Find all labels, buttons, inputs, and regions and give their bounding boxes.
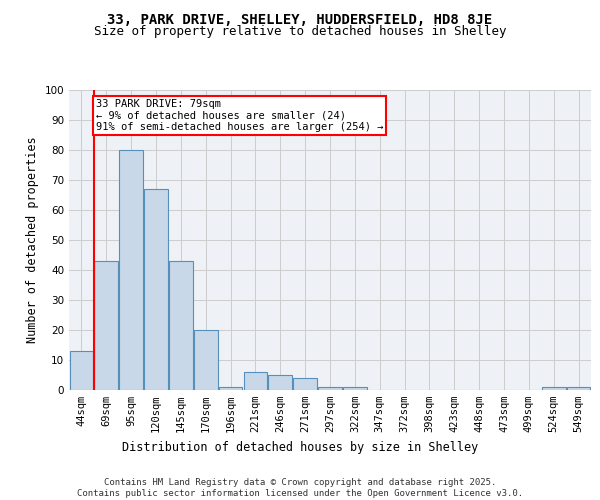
- Bar: [343, 387, 367, 390]
- Text: 33, PARK DRIVE, SHELLEY, HUDDERSFIELD, HD8 8JE: 33, PARK DRIVE, SHELLEY, HUDDERSFIELD, H…: [107, 12, 493, 26]
- Bar: [119, 150, 143, 390]
- Bar: [194, 330, 218, 390]
- Bar: [293, 378, 317, 390]
- Bar: [318, 387, 342, 390]
- Bar: [542, 387, 566, 390]
- Bar: [567, 387, 590, 390]
- Text: Size of property relative to detached houses in Shelley: Size of property relative to detached ho…: [94, 25, 506, 38]
- Text: Contains HM Land Registry data © Crown copyright and database right 2025.
Contai: Contains HM Land Registry data © Crown c…: [77, 478, 523, 498]
- Bar: [244, 372, 267, 390]
- Bar: [144, 189, 168, 390]
- Text: Distribution of detached houses by size in Shelley: Distribution of detached houses by size …: [122, 441, 478, 454]
- Bar: [219, 387, 242, 390]
- Bar: [70, 351, 93, 390]
- Bar: [268, 375, 292, 390]
- Bar: [169, 261, 193, 390]
- Y-axis label: Number of detached properties: Number of detached properties: [26, 136, 39, 344]
- Bar: [94, 261, 118, 390]
- Text: 33 PARK DRIVE: 79sqm
← 9% of detached houses are smaller (24)
91% of semi-detach: 33 PARK DRIVE: 79sqm ← 9% of detached ho…: [96, 99, 383, 132]
